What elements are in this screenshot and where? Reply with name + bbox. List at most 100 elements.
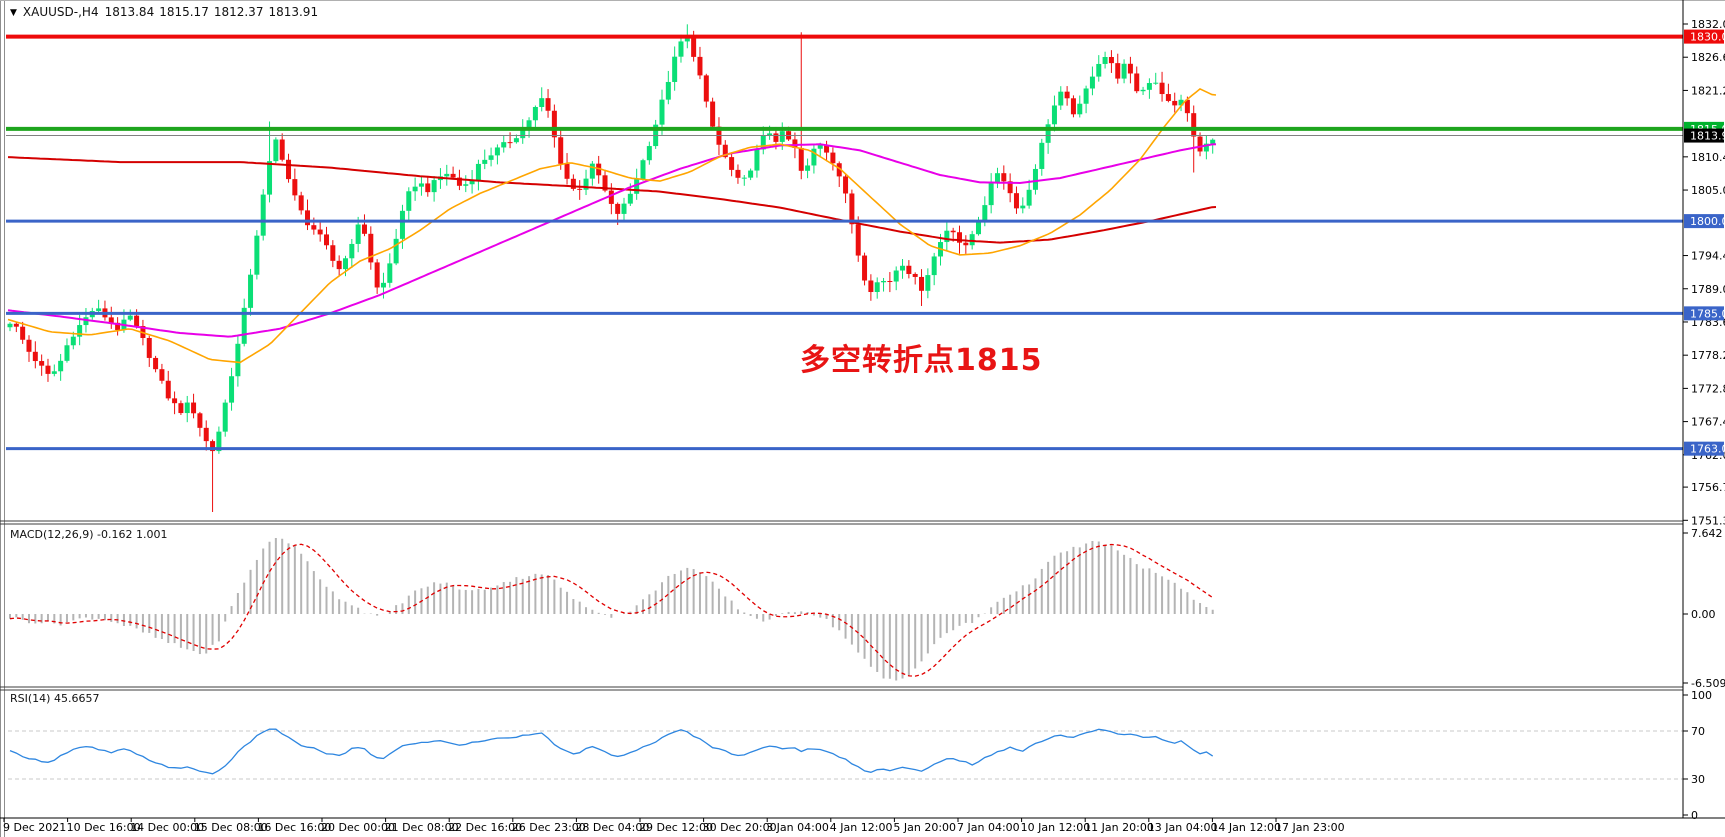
rsi-tick-label: 30 bbox=[1691, 773, 1705, 786]
quote-open: 1813.84 bbox=[104, 5, 155, 19]
candle-body bbox=[380, 282, 386, 288]
candle-body bbox=[374, 262, 380, 288]
time-tick-label: 11 Jan 20:00 bbox=[1084, 821, 1154, 834]
candle-body bbox=[1146, 83, 1152, 90]
candle-body bbox=[1203, 143, 1209, 152]
candle-body bbox=[1184, 99, 1190, 114]
candle-body bbox=[545, 98, 551, 111]
time-tick-label: 30 Dec 20:00 bbox=[703, 821, 777, 834]
candle-body bbox=[969, 234, 975, 246]
candle-body bbox=[589, 163, 595, 179]
candle-body bbox=[83, 317, 89, 326]
candle-body bbox=[235, 343, 241, 377]
candle-body bbox=[526, 120, 532, 129]
candle-body bbox=[988, 183, 994, 206]
time-tick-label: 28 Dec 04:00 bbox=[575, 821, 649, 834]
candle-body bbox=[596, 163, 602, 176]
price-badge-1763-00-label: 1763.00 bbox=[1690, 443, 1725, 456]
candle-body bbox=[1083, 88, 1089, 104]
candle-body bbox=[1121, 63, 1127, 79]
candle-body bbox=[773, 133, 779, 142]
time-tick-label: 17 Jan 23:00 bbox=[1275, 821, 1345, 834]
candle-body bbox=[197, 413, 203, 428]
candle-body bbox=[159, 369, 165, 381]
candle-body bbox=[406, 191, 412, 211]
time-tick-label: 5 Jan 20:00 bbox=[893, 821, 956, 834]
candle-body bbox=[77, 325, 83, 337]
candle-body bbox=[127, 315, 133, 320]
candle-body bbox=[456, 177, 462, 186]
candle-body bbox=[798, 147, 804, 171]
candle-body bbox=[1153, 82, 1159, 84]
time-tick-label: 7 Jan 04:00 bbox=[957, 821, 1020, 834]
candle-body bbox=[608, 190, 614, 204]
candle-body bbox=[513, 138, 519, 143]
price-badge-1830-00-bg bbox=[1684, 29, 1724, 44]
macd-signal-value: 1.001 bbox=[136, 528, 168, 541]
rsi-tick-label: 0 bbox=[1691, 809, 1698, 822]
text-annotation[interactable]: 多空转折点1815 bbox=[800, 343, 1043, 378]
candle-body bbox=[900, 265, 906, 271]
candle-body bbox=[868, 280, 874, 293]
candle-body bbox=[1070, 98, 1076, 115]
candle-body bbox=[893, 270, 899, 282]
candle-body bbox=[906, 265, 912, 274]
candle-body bbox=[260, 194, 266, 236]
candle-body bbox=[830, 152, 836, 164]
price-tick-label: 1751.35 bbox=[1691, 514, 1725, 527]
candle-body bbox=[450, 173, 456, 178]
candle-body bbox=[843, 176, 849, 194]
time-tick-label: 16 Dec 16:00 bbox=[257, 821, 331, 834]
candle-body bbox=[672, 56, 678, 82]
candle-body bbox=[210, 441, 216, 452]
ma-medium-magenta-line bbox=[7, 143, 1217, 338]
time-tick-label: 10 Dec 16:00 bbox=[67, 821, 141, 834]
candle-body bbox=[286, 159, 292, 180]
candle-body bbox=[925, 275, 931, 291]
candle-body bbox=[944, 230, 950, 243]
price-badge-1785-00-bg bbox=[1684, 306, 1724, 321]
candle-body bbox=[501, 142, 507, 148]
candle-body bbox=[659, 99, 665, 125]
macd-tick-label: 0.00 bbox=[1691, 608, 1716, 621]
price-badge-1763-00-bg bbox=[1684, 441, 1724, 456]
candle-body bbox=[311, 225, 317, 230]
candle-body bbox=[108, 317, 114, 323]
candle-body bbox=[532, 106, 538, 121]
symbol-dropdown-icon[interactable]: ▼ bbox=[10, 8, 17, 18]
macd-tick-label: 7.642 bbox=[1691, 527, 1723, 540]
candle-body bbox=[634, 179, 640, 194]
quote-high: 1815.17 bbox=[159, 5, 209, 19]
price-tick-label: 1778.20 bbox=[1691, 349, 1725, 362]
price-tick-label: 1832.05 bbox=[1691, 18, 1725, 31]
candle-body bbox=[722, 144, 728, 158]
candle-body bbox=[640, 160, 646, 180]
quote-low: 1812.37 bbox=[213, 5, 264, 19]
current-price-badge-label: 1813.91 bbox=[1690, 130, 1725, 143]
candle-body bbox=[982, 205, 988, 222]
candle-body bbox=[691, 35, 697, 57]
candle-body bbox=[134, 315, 140, 327]
candle-body bbox=[602, 175, 608, 191]
candle-body bbox=[184, 402, 190, 414]
candle-body bbox=[172, 398, 178, 404]
quote-close: 1813.91 bbox=[268, 5, 319, 19]
candle-body bbox=[741, 177, 747, 179]
candle-body bbox=[7, 323, 13, 328]
candle-body bbox=[520, 128, 526, 139]
price-tick-label: 1810.45 bbox=[1691, 151, 1725, 164]
candle-body bbox=[51, 371, 57, 374]
candle-body bbox=[507, 142, 513, 144]
candle-body bbox=[805, 165, 811, 171]
candle-body bbox=[824, 145, 830, 153]
candle-body bbox=[862, 255, 868, 281]
price-badge-1830-00-label: 1830.00 bbox=[1690, 31, 1725, 44]
rsi-indicator-label: RSI(14) 45.6657 bbox=[10, 692, 99, 705]
macd-signal-line bbox=[9, 543, 1214, 677]
candle-body bbox=[475, 163, 481, 181]
candle-body bbox=[96, 308, 102, 312]
candle-body bbox=[488, 155, 494, 160]
candle-body bbox=[178, 403, 184, 414]
ma-slow-red-line bbox=[7, 156, 1217, 244]
